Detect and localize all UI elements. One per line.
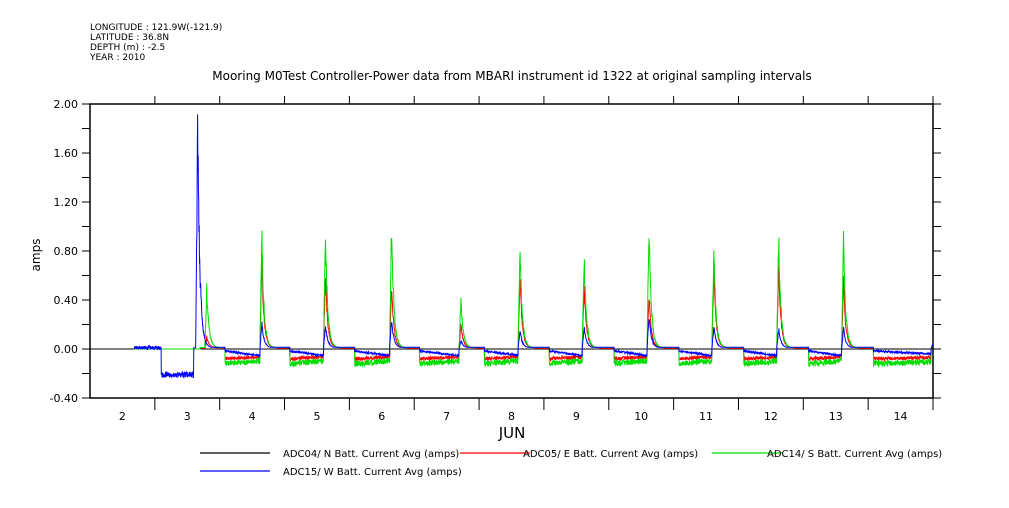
legend-label-w: ADC15/ W Batt. Current Avg (amps) (283, 467, 462, 478)
depth-label: DEPTH (m) : -2.5 (90, 43, 165, 53)
series-line-w (133, 114, 934, 379)
series-line-s (134, 230, 934, 369)
y-tick-label: 0.00 (54, 343, 79, 356)
y-tick-label: 1.60 (54, 147, 79, 160)
year-label: YEAR : 2010 (89, 53, 146, 63)
y-tick-label: -0.40 (50, 392, 78, 405)
x-tick-label: 2 (119, 410, 126, 423)
series-lines (133, 114, 934, 379)
latitude-label: LATITUDE : 36.8N (90, 33, 169, 43)
x-tick-label: 5 (313, 410, 320, 423)
longitude-label: LONGITUDE : 121.9W(-121.9) (90, 23, 222, 33)
y-tick-label: 0.40 (54, 294, 79, 307)
x-tick-label: 11 (699, 410, 713, 423)
x-axis-label: JUN (498, 424, 526, 442)
y-tick-label: 1.20 (54, 196, 79, 209)
y-tick-label: 0.80 (54, 245, 79, 258)
y-tick-label: 2.00 (54, 98, 79, 111)
x-tick-label: 6 (378, 410, 385, 423)
y-axis-label: amps (29, 239, 43, 272)
x-tick-label: 3 (184, 410, 191, 423)
x-tick-label: 12 (764, 410, 778, 423)
x-tick-label: 10 (634, 410, 648, 423)
x-tick-label: 14 (894, 410, 908, 423)
legend: ADC04/ N Batt. Current Avg (amps) ADC05/ … (200, 449, 942, 478)
x-tick-label: 4 (249, 410, 256, 423)
legend-label-e: ADC05/ E Batt. Current Avg (amps) (523, 449, 698, 460)
legend-label-s: ADC14/ S Batt. Current Avg (amps) (767, 449, 942, 460)
x-tick-label: 13 (829, 410, 843, 423)
chart-title: Mooring M0Test Controller-Power data fro… (212, 69, 811, 83)
legend-label-n: ADC04/ N Batt. Current Avg (amps) (283, 449, 459, 460)
series-line-e (134, 256, 934, 363)
x-tick-label: 8 (508, 410, 515, 423)
x-tick-label: 9 (573, 410, 580, 423)
x-tick-label: 7 (443, 410, 450, 423)
